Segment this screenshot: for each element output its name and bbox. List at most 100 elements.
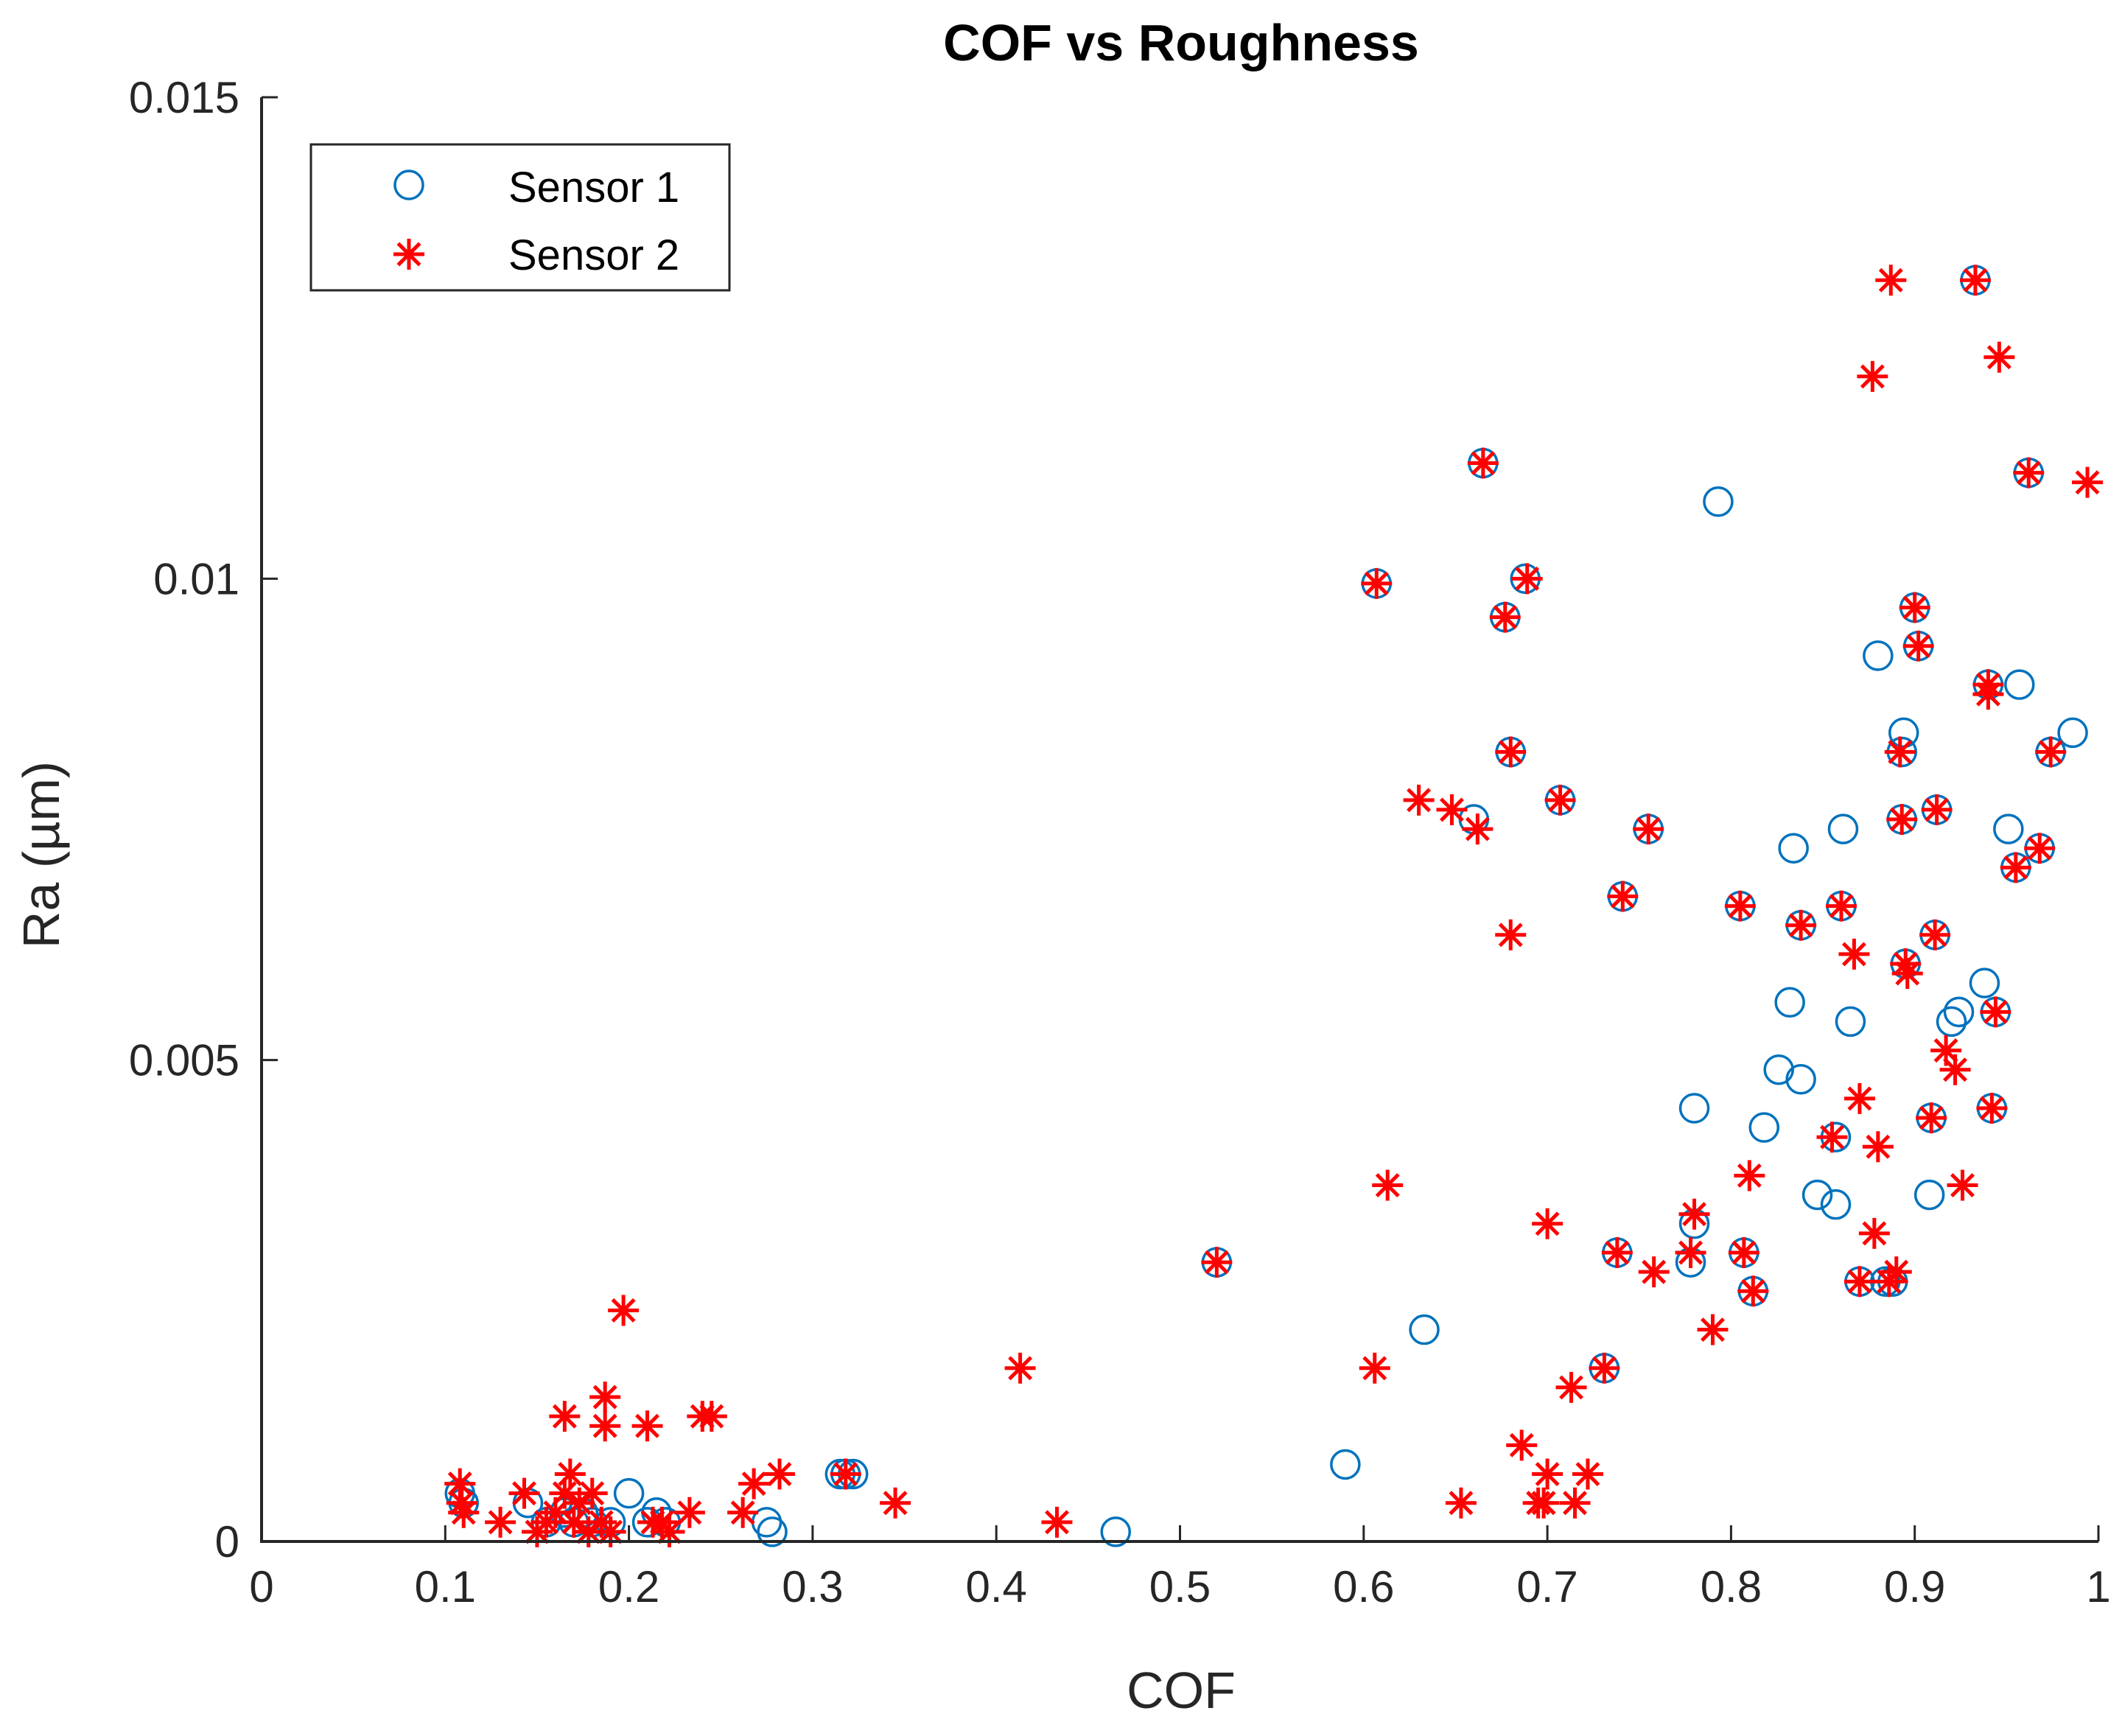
data-point-sensor-2	[1858, 1217, 1890, 1249]
data-point-sensor-2	[1495, 919, 1527, 951]
data-point-sensor-2	[727, 1497, 759, 1528]
data-point-sensor-1	[1827, 813, 1859, 844]
data-point-sensor-2	[549, 1477, 581, 1509]
data-point-sensor-2	[589, 1410, 621, 1442]
y-tick-label: 0.015	[129, 73, 239, 122]
data-point-sensor-2	[654, 1516, 685, 1547]
data-point-sensor-2	[1359, 1352, 1390, 1384]
data-point-sensor-1	[1748, 1112, 1780, 1143]
data-point-sensor-2	[1857, 360, 1888, 392]
data-point-sensor-2	[558, 1506, 589, 1538]
data-point-sensor-2	[1875, 265, 1907, 296]
data-point-sensor-1	[757, 1516, 788, 1547]
data-point-sensor-2	[576, 1477, 608, 1509]
data-point-sensor-2	[1633, 813, 1664, 845]
y-tick-label: 0	[215, 1517, 239, 1567]
data-point-sensor-2	[1899, 592, 1930, 623]
data-point-sensor-2	[830, 1458, 861, 1490]
data-point-sensor-1	[1774, 987, 1805, 1018]
legend-label-sensor-2: Sensor 2	[508, 231, 679, 279]
data-point-sensor-2	[572, 1516, 604, 1547]
data-point-sensor-2	[1919, 919, 1951, 951]
data-point-sensor-2	[1532, 1458, 1564, 1490]
y-tick-label: 0.01	[153, 554, 239, 603]
data-point-sensor-2	[1555, 1371, 1587, 1403]
x-tick-label: 0.2	[598, 1562, 659, 1611]
y-axis-label: Ra (µm)	[13, 761, 70, 948]
data-point-sensor-2	[2024, 833, 2056, 864]
data-point-sensor-2	[631, 1410, 663, 1442]
data-point-sensor-2	[1825, 890, 1857, 922]
data-point-sensor-1	[1820, 1189, 1852, 1220]
x-tick-label: 0.7	[1516, 1562, 1578, 1611]
data-point-sensor-2	[1862, 1131, 1894, 1163]
data-point-sensor-2	[1980, 996, 2011, 1028]
data-point-sensor-2	[549, 1401, 581, 1432]
data-point-sensor-2	[1506, 1429, 1538, 1461]
data-point-sensor-2	[696, 1401, 727, 1432]
data-point-sensor-2	[1891, 958, 1923, 990]
x-tick-label: 0.8	[1701, 1562, 1762, 1611]
x-tick-label: 0	[249, 1562, 273, 1611]
data-point-sensor-1	[1943, 996, 1975, 1028]
data-point-sensor-2	[1607, 881, 1639, 912]
data-point-sensor-2	[444, 1468, 476, 1499]
data-point-sensor-2	[1495, 736, 1527, 768]
x-tick-label: 0.9	[1884, 1562, 1945, 1611]
data-point-sensor-2	[1886, 804, 1918, 835]
data-point-sensor-1	[1785, 1064, 1816, 1095]
data-point-sensor-2	[1724, 890, 1756, 922]
x-tick-label: 1	[2086, 1562, 2110, 1611]
legend-box	[309, 143, 731, 292]
legend-marker-sensor-2	[393, 239, 424, 270]
data-point-sensor-2	[589, 1382, 621, 1413]
data-point-sensor-2	[1041, 1506, 1073, 1538]
data-point-sensor-2	[1589, 1352, 1620, 1384]
y-tick-label: 0.005	[129, 1036, 239, 1085]
data-point-sensor-2	[1884, 736, 1916, 768]
data-point-sensor-1	[1678, 1093, 1710, 1124]
data-point-sensor-2	[508, 1477, 540, 1509]
data-point-sensor-2	[1532, 1208, 1564, 1239]
data-point-sensor-1	[1863, 640, 1894, 671]
data-point-sensor-1	[1763, 1054, 1794, 1085]
legend-circle-marker	[393, 169, 424, 200]
data-point-sensor-2	[2072, 466, 2104, 498]
data-point-sensor-2	[1838, 938, 1870, 970]
data-point-sensor-2	[1511, 563, 1543, 595]
x-tick-label: 0.3	[782, 1562, 843, 1611]
legend-label-sensor-1: Sensor 1	[508, 164, 679, 211]
data-point-sensor-1	[1969, 967, 2000, 998]
series-2	[444, 265, 2104, 1547]
data-point-sensor-1	[1409, 1314, 1440, 1345]
data-point-sensor-2	[1902, 630, 1934, 662]
data-point-sensor-2	[2035, 736, 2067, 768]
data-point-sensor-2	[2013, 457, 2045, 489]
data-point-sensor-2	[1728, 1237, 1759, 1268]
data-point-sensor-2	[1697, 1314, 1729, 1345]
data-point-sensor-2	[1489, 601, 1521, 633]
data-point-sensor-2	[1528, 1487, 1560, 1519]
data-point-sensor-2	[1559, 1487, 1591, 1519]
data-point-sensor-2	[485, 1506, 517, 1538]
data-point-sensor-1	[2057, 717, 2088, 749]
data-point-sensor-1	[1703, 486, 1734, 517]
data-point-sensor-2	[1445, 1487, 1477, 1519]
data-point-sensor-2	[1843, 1266, 1875, 1298]
data-point-sensor-2	[1678, 1198, 1710, 1230]
data-point-sensor-2	[1947, 1169, 1978, 1201]
data-point-sensor-2	[1462, 813, 1494, 845]
data-point-sensor-2	[608, 1295, 640, 1326]
legend: Sensor 1 Sensor 2	[309, 143, 731, 292]
chart-title: COF vs Roughness	[943, 14, 1419, 71]
data-point-sensor-2	[1843, 1082, 1875, 1114]
data-point-sensor-2	[554, 1458, 586, 1490]
data-point-sensor-2	[1976, 1093, 2008, 1124]
data-point-sensor-2	[1467, 447, 1499, 479]
data-point-sensor-1	[1936, 1006, 1967, 1037]
data-point-sensor-2	[1201, 1247, 1233, 1278]
data-point-sensor-2	[595, 1516, 626, 1547]
data-point-sensor-2	[1372, 1169, 1404, 1201]
data-point-sensor-1	[613, 1477, 645, 1509]
